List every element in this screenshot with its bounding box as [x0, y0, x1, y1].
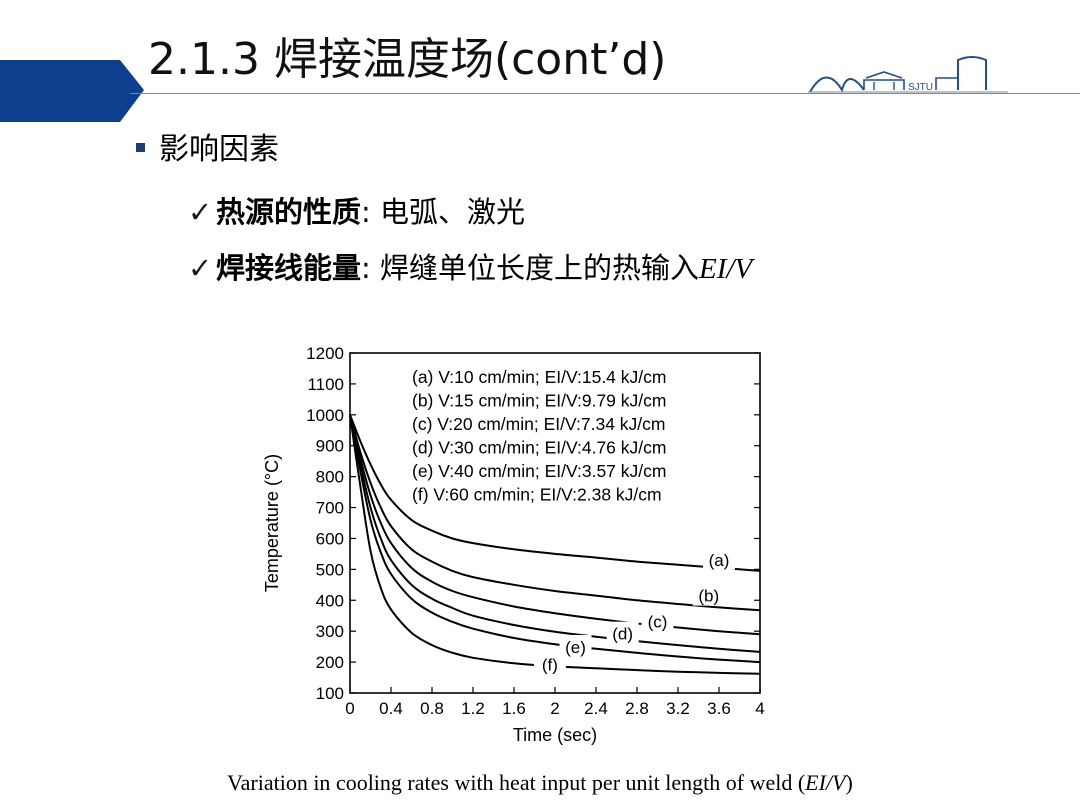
x-tick-label: 2 — [550, 699, 559, 718]
caption-formula: EI/V — [805, 770, 846, 795]
x-tick-label: 3.2 — [666, 699, 690, 718]
legend-entry: (f) V:60 cm/min; EI/V:2.38 kJ/cm — [412, 485, 662, 505]
legend-layer: (a) V:10 cm/min; EI/V:15.4 kJ/cm (b) V:15… — [412, 367, 666, 505]
curve-label-bg — [559, 634, 592, 657]
legend-entry: (a) V:10 cm/min; EI/V:15.4 kJ/cm — [412, 367, 666, 387]
title-accent-shape — [0, 60, 144, 122]
y-tick-label: 900 — [316, 437, 344, 456]
sub-item-heat-source: ✓ 热源的性质: 电弧、激光 — [188, 192, 525, 232]
x-tick-label: 2.8 — [625, 699, 649, 718]
y-tick-label: 700 — [316, 499, 344, 518]
bullet-influencing-factors: 影响因素 — [136, 128, 279, 172]
x-axis-label: Time (sec) — [513, 725, 597, 745]
x-tick-label: 2.4 — [584, 699, 608, 718]
sub-item-colon: : — [361, 251, 371, 285]
cooling-curve-chart: 100 200 300 400 500 600 700 800 900 1000 1100 1200 0… — [262, 344, 765, 745]
y-tick-label: 600 — [316, 529, 344, 548]
series-line-a — [349, 414, 761, 572]
y-tick-label: 1100 — [307, 375, 344, 394]
title-bar: 2.1.3 焊接温度场(cont’d) SJTU — [0, 0, 1080, 130]
curve-label: (c) — [648, 612, 668, 631]
y-tick-label: 500 — [316, 560, 344, 579]
y-tick-label: 800 — [316, 468, 344, 487]
y-axis-label: Temperature (°C) — [262, 454, 282, 592]
sub-item-term: 热源的性质 — [216, 195, 362, 229]
y-tick-label: 100 — [316, 684, 344, 703]
legend-entry: (e) V:40 cm/min; EI/V:3.57 kJ/cm — [412, 461, 666, 481]
x-tick-label: 0.8 — [420, 699, 444, 718]
y-tick-label: 300 — [316, 622, 344, 641]
figure-caption: Variation in cooling rates with heat inp… — [0, 768, 1080, 798]
curve-label-bg — [703, 547, 735, 570]
page-title: 2.1.3 焊接温度场(cont’d) — [148, 34, 667, 85]
y-tick-label: 1000 — [306, 406, 344, 425]
curve-label: (d) — [612, 625, 633, 644]
curve-label-layer: (a) (b) (c) (d) (e) (f) — [533, 547, 735, 675]
title-underline — [130, 93, 1080, 94]
sub-item-text: 电弧、激光 — [380, 195, 526, 229]
x-tick-label: 1.6 — [502, 699, 526, 718]
legend-entry: (b) V:15 cm/min; EI/V:9.79 kJ/cm — [412, 391, 666, 411]
y-tick-label: 200 — [316, 653, 344, 672]
sub-item-heat-input: ✓ 焊接线能量: 焊缝单位长度上的热输入EI/V — [188, 248, 752, 289]
sub-item-colon: : — [361, 195, 371, 229]
axes-layer: 100 200 300 400 500 600 700 800 900 1000 1100 1200 0… — [262, 344, 765, 745]
series-line-b — [349, 414, 761, 612]
curve-label-bg — [533, 652, 566, 675]
curve-label: (a) — [709, 551, 730, 570]
curve-label-bg — [692, 583, 725, 606]
curve-label-bg — [606, 621, 639, 644]
x-tick-label: 0 — [345, 699, 354, 718]
x-tick-label: 3.6 — [707, 699, 731, 718]
series-line-d — [349, 414, 761, 653]
sub-item-text: 焊缝单位长度上的热输入 — [380, 251, 700, 285]
curve-label: (e) — [565, 638, 586, 657]
x-tick-label: 1.2 — [461, 699, 485, 718]
sub-item-term: 焊接线能量 — [216, 251, 362, 285]
sub-item-formula: EI/V — [699, 253, 753, 285]
legend-entry: (c) V:20 cm/min; EI/V:7.34 kJ/cm — [412, 414, 666, 434]
x-tick-label: 0.4 — [379, 699, 403, 718]
series-line-e — [349, 414, 761, 664]
curve-label: (f) — [542, 655, 558, 674]
bullet-square-icon — [136, 143, 145, 152]
curve-label: (b) — [698, 587, 719, 606]
logo-text: SJTU — [908, 82, 933, 93]
title-accent-tab — [0, 60, 144, 122]
caption-text: Variation in cooling rates with heat inp… — [227, 770, 806, 795]
x-tick-label: 4 — [755, 699, 764, 718]
caption-end: ) — [845, 770, 853, 795]
bullet-text: 影响因素 — [159, 132, 279, 167]
check-icon: ✓ — [188, 195, 213, 229]
y-tick-label: 400 — [316, 591, 344, 610]
y-tick-label: 1200 — [306, 344, 344, 363]
series-line-f — [349, 414, 761, 675]
sjtu-logo: SJTU — [808, 56, 1008, 93]
check-icon: ✓ — [188, 251, 213, 285]
legend-entry: (d) V:30 cm/min; EI/V:4.76 kJ/cm — [412, 438, 666, 458]
curve-label-bg — [641, 609, 674, 632]
